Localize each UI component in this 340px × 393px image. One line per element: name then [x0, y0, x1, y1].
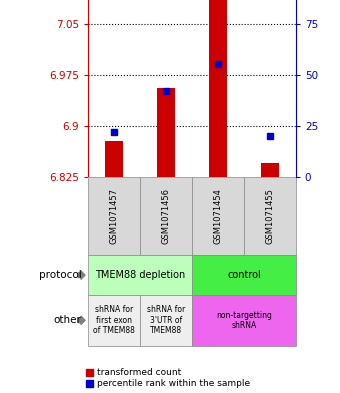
- Text: GSM1071457: GSM1071457: [110, 188, 119, 244]
- Text: other: other: [54, 315, 82, 325]
- Text: GSM1071454: GSM1071454: [214, 188, 222, 244]
- Text: control: control: [227, 270, 261, 280]
- Text: TMEM88 depletion: TMEM88 depletion: [95, 270, 185, 280]
- FancyBboxPatch shape: [192, 255, 296, 295]
- Text: GSM1071455: GSM1071455: [266, 188, 274, 244]
- Bar: [209, 0, 227, 177]
- FancyBboxPatch shape: [88, 255, 192, 295]
- FancyBboxPatch shape: [140, 177, 192, 255]
- Text: shRNA for
3'UTR of
TMEM88: shRNA for 3'UTR of TMEM88: [147, 305, 185, 335]
- Bar: [105, 141, 123, 177]
- FancyBboxPatch shape: [244, 177, 296, 255]
- Text: GSM1071456: GSM1071456: [162, 188, 171, 244]
- FancyBboxPatch shape: [88, 177, 140, 255]
- FancyBboxPatch shape: [88, 295, 140, 346]
- Text: protocol: protocol: [39, 270, 82, 280]
- FancyBboxPatch shape: [192, 295, 296, 346]
- Bar: [261, 163, 279, 177]
- Bar: [157, 88, 175, 177]
- Text: non-targetting
shRNA: non-targetting shRNA: [216, 310, 272, 330]
- Text: shRNA for
first exon
of TMEM88: shRNA for first exon of TMEM88: [94, 305, 135, 335]
- FancyBboxPatch shape: [140, 295, 192, 346]
- Legend: transformed count, percentile rank within the sample: transformed count, percentile rank withi…: [86, 368, 250, 389]
- FancyBboxPatch shape: [192, 177, 244, 255]
